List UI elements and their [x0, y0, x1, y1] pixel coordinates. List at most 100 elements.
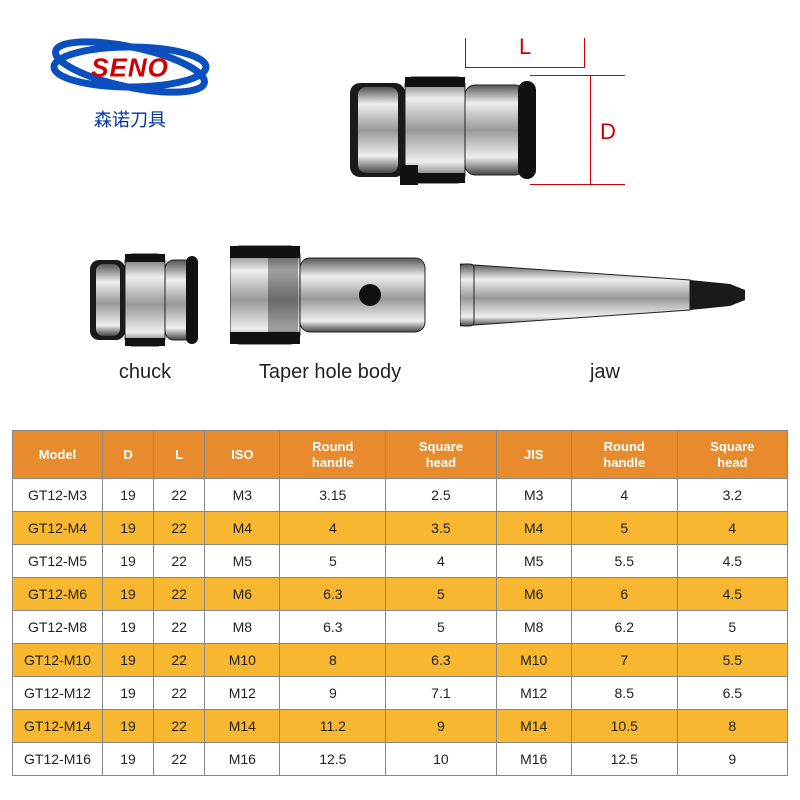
table-cell: 19 — [103, 545, 154, 578]
table-cell: M4 — [496, 512, 571, 545]
table-row: GT12-M161922M1612.510M1612.59 — [13, 743, 788, 776]
table-row: GT12-M41922M443.5M454 — [13, 512, 788, 545]
table-cell: 4.5 — [677, 545, 787, 578]
table-cell: 19 — [103, 578, 154, 611]
table-cell: 19 — [103, 677, 154, 710]
table-cell: 10 — [386, 743, 496, 776]
spec-table-wrap: ModelDLISORoundhandleSquareheadJISRoundh… — [12, 430, 788, 776]
table-cell: 22 — [154, 710, 205, 743]
table-cell: 22 — [154, 512, 205, 545]
table-cell: 6.3 — [280, 578, 386, 611]
table-cell: 5.5 — [677, 644, 787, 677]
brand-name: SENO — [91, 52, 169, 83]
dimension-l: L — [465, 38, 585, 68]
table-cell: 22 — [154, 578, 205, 611]
table-cell: 19 — [103, 710, 154, 743]
table-cell: M8 — [205, 611, 280, 644]
table-cell: GT12-M3 — [13, 479, 103, 512]
part-taper-hole-body: Taper hole body — [230, 240, 430, 384]
table-cell: GT12-M8 — [13, 611, 103, 644]
brand-subtitle: 森诺刀具 — [40, 106, 220, 132]
table-cell: 7 — [571, 644, 677, 677]
table-cell: 5 — [280, 545, 386, 578]
table-cell: 8.5 — [571, 677, 677, 710]
part-jaw: jaw — [460, 240, 750, 384]
table-row: GT12-M101922M1086.3M1075.5 — [13, 644, 788, 677]
table-cell: 22 — [154, 743, 205, 776]
table-row: GT12-M81922M86.35M86.25 — [13, 611, 788, 644]
part-chuck-label: chuck — [90, 361, 200, 384]
table-cell: 5 — [386, 611, 496, 644]
col-header: ISO — [205, 431, 280, 479]
table-cell: M5 — [496, 545, 571, 578]
dimension-diagram: L D — [310, 20, 650, 210]
table-cell: 5 — [677, 611, 787, 644]
table-cell: 4 — [571, 479, 677, 512]
chuck-drawing — [350, 75, 540, 185]
table-cell: 19 — [103, 512, 154, 545]
table-cell: 4.5 — [677, 578, 787, 611]
table-cell: 12.5 — [280, 743, 386, 776]
table-cell: 3.5 — [386, 512, 496, 545]
table-cell: 22 — [154, 545, 205, 578]
table-row: GT12-M61922M66.35M664.5 — [13, 578, 788, 611]
table-cell: 3.2 — [677, 479, 787, 512]
col-header: Model — [13, 431, 103, 479]
dimension-l-label: L — [519, 34, 531, 60]
table-cell: 9 — [280, 677, 386, 710]
table-cell: M12 — [496, 677, 571, 710]
table-cell: 4 — [677, 512, 787, 545]
brand-logo: SENO 森诺刀具 — [40, 35, 220, 132]
table-cell: 11.2 — [280, 710, 386, 743]
table-cell: 9 — [677, 743, 787, 776]
table-cell: M10 — [205, 644, 280, 677]
table-cell: 6.5 — [677, 677, 787, 710]
table-cell: 22 — [154, 677, 205, 710]
col-header: L — [154, 431, 205, 479]
table-cell: 4 — [386, 545, 496, 578]
table-row: GT12-M51922M554M55.54.5 — [13, 545, 788, 578]
table-cell: 8 — [280, 644, 386, 677]
table-cell: 22 — [154, 644, 205, 677]
table-cell: M14 — [496, 710, 571, 743]
table-cell: 5 — [386, 578, 496, 611]
table-cell: 8 — [677, 710, 787, 743]
table-cell: 19 — [103, 611, 154, 644]
spec-table: ModelDLISORoundhandleSquareheadJISRoundh… — [12, 430, 788, 776]
table-cell: 6 — [571, 578, 677, 611]
table-cell: 9 — [386, 710, 496, 743]
table-cell: M5 — [205, 545, 280, 578]
table-row: GT12-M141922M1411.29M1410.58 — [13, 710, 788, 743]
table-cell: 10.5 — [571, 710, 677, 743]
table-cell: 6.2 — [571, 611, 677, 644]
table-cell: M14 — [205, 710, 280, 743]
table-cell: 19 — [103, 743, 154, 776]
part-body-label: Taper hole body — [230, 361, 430, 384]
table-cell: 6.3 — [280, 611, 386, 644]
col-header: Roundhandle — [280, 431, 386, 479]
table-row: GT12-M31922M33.152.5M343.2 — [13, 479, 788, 512]
table-cell: M12 — [205, 677, 280, 710]
spec-table-head: ModelDLISORoundhandleSquareheadJISRoundh… — [13, 431, 788, 479]
col-header: D — [103, 431, 154, 479]
table-cell: M6 — [496, 578, 571, 611]
table-cell: M16 — [205, 743, 280, 776]
parts-row: chuck Taper hole body — [90, 240, 730, 410]
logo-ellipse: SENO — [50, 35, 210, 100]
table-row: GT12-M121922M1297.1M128.56.5 — [13, 677, 788, 710]
table-cell: GT12-M12 — [13, 677, 103, 710]
table-cell: 22 — [154, 479, 205, 512]
table-cell: GT12-M10 — [13, 644, 103, 677]
table-cell: 5.5 — [571, 545, 677, 578]
table-cell: M16 — [496, 743, 571, 776]
part-chuck: chuck — [90, 250, 200, 384]
table-cell: M4 — [205, 512, 280, 545]
table-cell: GT12-M14 — [13, 710, 103, 743]
dimension-d: D — [590, 75, 625, 185]
table-cell: 4 — [280, 512, 386, 545]
table-cell: M10 — [496, 644, 571, 677]
table-cell: M8 — [496, 611, 571, 644]
dimension-d-label: D — [600, 119, 616, 145]
table-cell: 7.1 — [386, 677, 496, 710]
table-cell: M3 — [496, 479, 571, 512]
